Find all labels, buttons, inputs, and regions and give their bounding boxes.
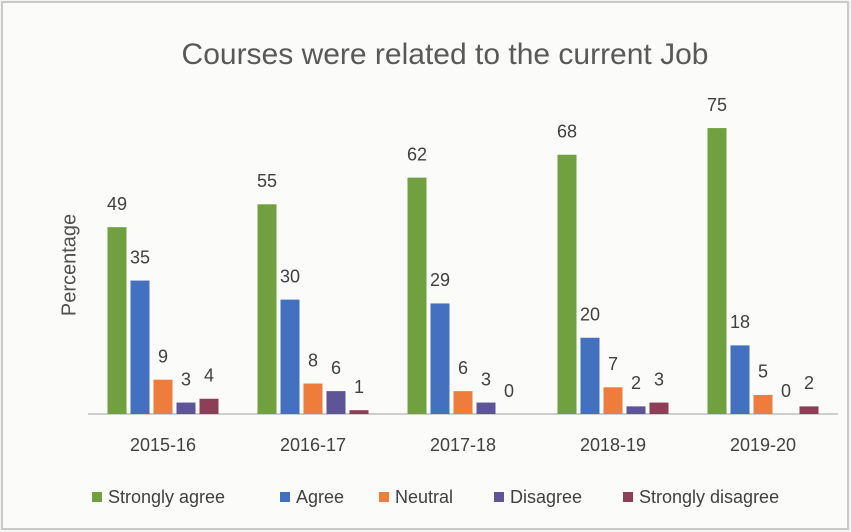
data-label: 0 [781, 381, 791, 401]
x-tick-label: 2015-16 [130, 435, 196, 455]
legend-label: Strongly disagree [639, 487, 779, 507]
data-label: 5 [758, 362, 768, 382]
legend-label: Agree [296, 487, 344, 507]
legend-marker [623, 492, 633, 502]
data-label: 55 [257, 171, 277, 191]
bar [349, 410, 369, 414]
bar [476, 402, 496, 414]
bar [303, 383, 323, 414]
x-tick-label: 2017-18 [430, 435, 496, 455]
data-label: 3 [654, 369, 664, 389]
bar [753, 394, 773, 414]
bar [176, 402, 196, 414]
bar [626, 406, 646, 414]
bar [580, 337, 600, 414]
legend-marker [92, 492, 102, 502]
bar [730, 345, 750, 414]
data-label: 7 [608, 354, 618, 374]
data-label: 3 [481, 369, 491, 389]
data-label: 4 [204, 366, 214, 386]
data-label: 3 [181, 369, 191, 389]
y-axis-label: Percentage [58, 214, 80, 316]
legend-label: Neutral [395, 487, 453, 507]
data-label: 35 [130, 247, 150, 267]
legend-marker [379, 492, 389, 502]
bar [326, 391, 346, 414]
chart-title: Courses were related to the current Job [182, 38, 709, 71]
bar [257, 204, 277, 414]
bar [430, 303, 450, 414]
data-label: 20 [580, 305, 600, 325]
bar [707, 128, 727, 414]
data-label: 75 [707, 95, 727, 115]
bar [649, 402, 669, 414]
data-label: 6 [331, 358, 341, 378]
bar [799, 406, 819, 414]
data-label: 49 [107, 194, 127, 214]
data-label: 1 [354, 377, 364, 397]
bar [153, 379, 173, 414]
data-label: 68 [557, 122, 577, 142]
x-tick-label: 2018-19 [580, 435, 646, 455]
bar [130, 280, 150, 414]
legend-marker [494, 492, 504, 502]
legend-label: Strongly agree [108, 487, 225, 507]
legend-marker [280, 492, 290, 502]
data-label: 18 [730, 312, 750, 332]
bar [603, 387, 623, 414]
bar [407, 177, 427, 414]
x-tick-label: 2019-20 [730, 435, 796, 455]
bar [453, 391, 473, 414]
legend-label: Disagree [510, 487, 582, 507]
x-tick-label: 2016-17 [280, 435, 346, 455]
data-label: 2 [804, 373, 814, 393]
data-label: 9 [158, 346, 168, 366]
bar [557, 154, 577, 414]
bar [280, 299, 300, 414]
data-label: 30 [280, 266, 300, 286]
bar [107, 227, 127, 414]
data-label: 0 [504, 381, 514, 401]
data-label: 2 [631, 373, 641, 393]
data-label: 8 [308, 350, 318, 370]
data-label: 29 [430, 270, 450, 290]
data-label: 6 [458, 358, 468, 378]
data-label: 62 [407, 144, 427, 164]
bar [199, 398, 219, 414]
